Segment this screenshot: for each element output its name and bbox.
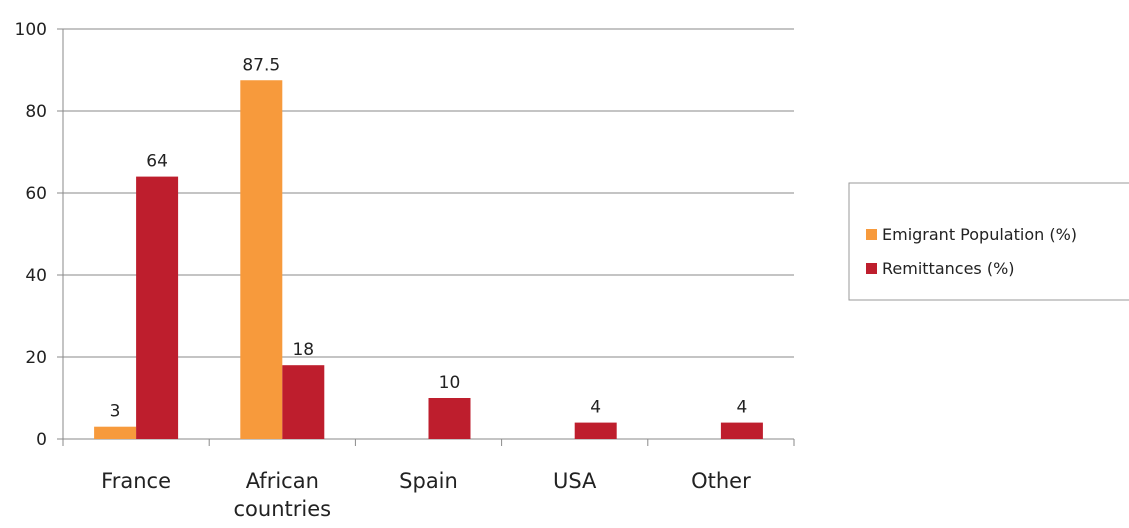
y-tick-label: 20 <box>25 348 47 368</box>
y-tick-label: 0 <box>36 430 47 450</box>
data-label: 4 <box>736 398 747 418</box>
x-tick-label: USA <box>553 469 597 493</box>
bar <box>94 426 137 439</box>
x-axis-ticks: France African countries Spain USA Other <box>101 469 751 521</box>
y-tick-label: 100 <box>15 20 47 40</box>
y-axis-ticks: 0 20 40 60 80 100 <box>15 20 47 450</box>
bar <box>574 422 617 439</box>
x-tick-label: African <box>246 469 319 493</box>
data-label: 4 <box>590 398 601 418</box>
data-label: 18 <box>292 340 314 360</box>
bars <box>94 80 763 439</box>
gridlines <box>63 28 794 358</box>
legend-swatch <box>866 229 877 240</box>
legend-box <box>848 182 1129 301</box>
legend-label: Remittances (%) <box>882 259 1015 278</box>
bar <box>720 422 763 439</box>
y-tick-label: 80 <box>25 102 47 122</box>
bar <box>240 80 283 439</box>
legend-swatch <box>866 263 877 274</box>
data-labels: 3 64 87.5 18 10 4 4 <box>110 55 748 421</box>
legend: Emigrant Population (%) Remittances (%) <box>848 182 1129 301</box>
bar <box>282 365 325 439</box>
data-label: 64 <box>146 152 168 172</box>
bar <box>428 398 471 439</box>
data-label: 10 <box>439 373 461 393</box>
y-tick-label: 40 <box>25 266 47 286</box>
x-tick-label: countries <box>234 497 332 521</box>
x-tick-label: Spain <box>399 469 458 493</box>
legend-label: Emigrant Population (%) <box>882 225 1077 244</box>
bar <box>136 176 179 439</box>
data-label: 3 <box>110 402 121 422</box>
x-tick-label: Other <box>691 469 751 493</box>
y-tick-label: 60 <box>25 184 47 204</box>
data-label: 87.5 <box>242 55 280 75</box>
x-tick-label: France <box>101 469 171 493</box>
